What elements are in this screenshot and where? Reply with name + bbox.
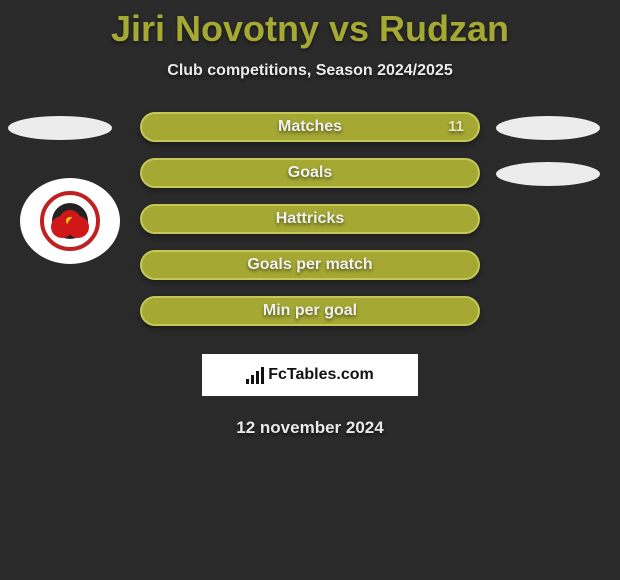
row-matches: Matches 11 [0,112,620,158]
bar-label: Matches [142,114,478,140]
fctables-logo: FcTables.com [246,366,374,384]
date-text: 12 november 2024 [0,418,620,438]
bar-label: Goals per match [142,252,478,278]
bar-goals-per-match: Goals per match [140,250,480,280]
bar-value: 11 [448,114,464,140]
bar-label: Goals [142,160,478,186]
bar-hattricks: Hattricks [140,204,480,234]
club-badge [20,178,120,264]
row-min-per-goal: Min per goal [0,296,620,342]
page-title: Jiri Novotny vs Rudzan [0,0,620,50]
bar-min-per-goal: Min per goal [140,296,480,326]
bar-goals: Goals [140,158,480,188]
footer-brand-box: FcTables.com [202,354,418,396]
right-photo-placeholder [496,116,600,140]
left-photo-placeholder [8,116,112,140]
bar-chart-icon [246,366,264,384]
subtitle: Club competitions, Season 2024/2025 [0,62,620,80]
bar-label: Hattricks [142,206,478,232]
crest-icon [40,191,100,251]
bar-label: Min per goal [142,298,478,324]
bar-matches: Matches 11 [140,112,480,142]
right-photo-placeholder [496,162,600,186]
brand-text: FcTables.com [268,366,374,384]
